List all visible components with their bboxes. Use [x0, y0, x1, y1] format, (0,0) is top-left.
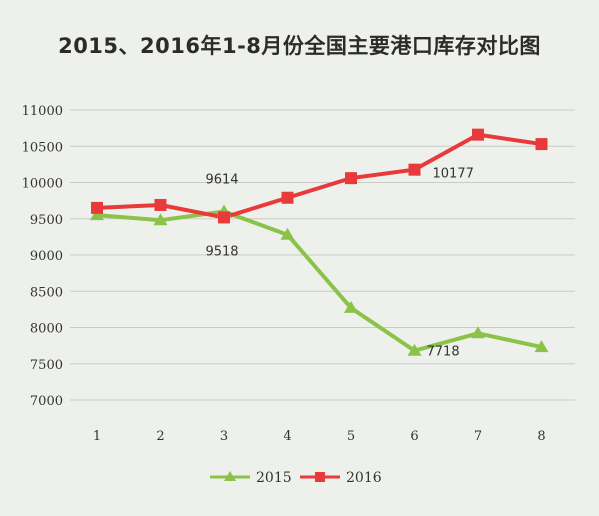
x-tick-label: 1 — [93, 429, 101, 444]
y-tick-label: 10000 — [22, 177, 63, 192]
point-2016-6 — [408, 163, 421, 176]
series-lines — [96, 132, 542, 353]
series-line-2015 — [96, 209, 542, 353]
data-label-7718: 7718 — [427, 345, 460, 360]
point-2015-4 — [280, 227, 295, 240]
data-label-10177: 10177 — [433, 167, 474, 182]
y-tick-label: 9000 — [30, 249, 63, 264]
x-tick-label: 8 — [537, 429, 545, 444]
x-tick-label: 3 — [220, 429, 228, 444]
point-2016-3 — [218, 211, 230, 224]
legend-marker-2016 — [315, 472, 325, 482]
legend: 2015 2016 — [210, 470, 382, 486]
series-line-2016 — [96, 132, 542, 220]
x-axis-ticks: 1 2 3 4 5 6 7 8 — [93, 429, 546, 444]
y-axis-ticks: 7000 7500 8000 8500 9000 9500 10000 10500 11000 — [22, 104, 63, 409]
point-2015-8 — [534, 340, 549, 353]
legend-label-2015: 2015 — [256, 470, 292, 486]
point-2016-7 — [472, 128, 484, 141]
y-tick-label: 9500 — [30, 213, 63, 228]
point-2015-5 — [344, 300, 358, 313]
y-tick-label: 8500 — [30, 285, 63, 300]
data-label-9518: 9518 — [205, 244, 238, 259]
chart-title: 2015、2016年1-8月份全国主要港口库存对比图 — [58, 34, 541, 58]
point-2015-6 — [407, 343, 422, 356]
x-tick-label: 5 — [347, 429, 355, 444]
x-tick-label: 6 — [410, 429, 418, 444]
data-label-9614: 9614 — [205, 173, 238, 188]
y-tick-label: 7500 — [30, 358, 63, 373]
point-2016-4 — [281, 191, 294, 204]
y-tick-label: 11000 — [22, 104, 63, 119]
legend-marker-2015 — [224, 471, 236, 481]
point-2015-1 — [90, 208, 104, 221]
point-2015-7 — [471, 326, 485, 339]
x-tick-label: 4 — [283, 429, 291, 444]
point-2016-2 — [154, 198, 167, 211]
point-2015-2 — [153, 213, 168, 226]
x-tick-label: 2 — [156, 429, 164, 444]
point-2016-5 — [345, 172, 357, 185]
point-2016-8 — [535, 138, 548, 151]
point-2016-1 — [91, 201, 103, 214]
x-tick-label: 7 — [474, 429, 482, 444]
data-labels: 9614 9518 10177 7718 — [205, 167, 473, 360]
y-tick-label: 7000 — [30, 394, 63, 409]
series-markers — [90, 128, 549, 356]
legend-label-2016: 2016 — [346, 470, 382, 486]
y-tick-label: 10500 — [22, 140, 63, 155]
y-tick-label: 8000 — [30, 322, 63, 337]
grid-lines — [70, 109, 575, 401]
